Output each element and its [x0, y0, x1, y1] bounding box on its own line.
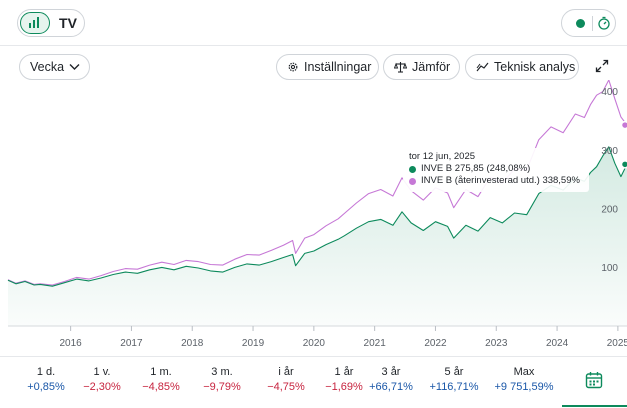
x-tick-label: 2023: [485, 338, 508, 349]
x-tick-label: 2020: [303, 338, 326, 349]
timer-icon: [598, 16, 610, 30]
tradingview-logo-icon: TV: [59, 15, 77, 31]
x-tick-label: 2018: [181, 338, 204, 349]
period-1w[interactable]: 1 v. −2,30%: [83, 366, 121, 393]
technical-analysis-button[interactable]: Teknisk analys: [465, 54, 579, 80]
series-swatch: [409, 177, 416, 185]
tooltip-row-reinvested: INVE B (återinvesterad utd.) 338,59%: [409, 175, 583, 187]
tradingview-button[interactable]: TV: [54, 12, 82, 34]
tooltip-series1: INVE B 275,85 (248,08%): [421, 163, 531, 174]
period-1m[interactable]: 1 m. −4,85%: [142, 366, 180, 393]
scale-icon: [394, 62, 407, 73]
period-max[interactable]: Max +9 751,59%: [494, 366, 554, 393]
y-tick-label: 100: [601, 263, 618, 274]
live-toggle[interactable]: [561, 9, 616, 37]
calendar-icon: [585, 372, 603, 389]
divider: [592, 16, 593, 31]
period-3m[interactable]: 3 m. −9,79%: [203, 366, 241, 393]
hover-point: [620, 120, 627, 130]
technical-analysis-label: Teknisk analys: [494, 60, 576, 74]
y-tick-label: 300: [601, 146, 618, 157]
line-chart-button[interactable]: [20, 12, 50, 34]
settings-button[interactable]: Inställningar: [276, 54, 379, 80]
chart-type-switch[interactable]: TV: [17, 9, 85, 37]
trend-lines-icon: [476, 62, 489, 72]
chart-lines-icon: [29, 17, 39, 28]
period-returns-bar: 1 d. +0,85% 1 v. −2,30% 1 m. −4,85% 3 m.…: [0, 356, 627, 408]
period-select[interactable]: Vecka: [19, 54, 90, 80]
custom-range-button[interactable]: [562, 357, 627, 407]
hover-point: [620, 160, 627, 169]
expand-icon[interactable]: [594, 58, 610, 74]
tooltip-row-inve-b: INVE B 275,85 (248,08%): [409, 163, 583, 175]
series-swatch: [409, 165, 416, 173]
compare-button[interactable]: Jämför: [383, 54, 460, 80]
settings-label: Inställningar: [304, 60, 372, 74]
compare-label: Jämför: [412, 60, 451, 74]
gear-icon: [288, 62, 298, 72]
x-tick-label: 2016: [60, 338, 83, 349]
x-tick-label: 2019: [242, 338, 265, 349]
price-chart[interactable]: 2016 2017 2018 2019 2020 2021 2022 2023 2024 2025…: [0, 80, 627, 356]
y-tick-label: 400: [601, 87, 618, 98]
series-line-inve-b-reinvested: [7, 80, 627, 286]
top-bar: TV: [0, 0, 627, 46]
x-tick-label: 2017: [120, 338, 143, 349]
period-3y[interactable]: 3 år +66,71%: [369, 366, 413, 393]
x-tick-label: 2025: [607, 338, 627, 349]
tooltip-series2: INVE B (återinvesterad utd.) 338,59%: [421, 175, 580, 186]
y-tick-label: 200: [601, 204, 618, 215]
area-fill-inve-b: [8, 146, 627, 326]
period-1d[interactable]: 1 d. +0,85%: [27, 366, 65, 393]
period-select-label: Vecka: [30, 60, 65, 74]
x-tick-label: 2021: [364, 338, 387, 349]
hover-tooltip: tor 12 jun, 2025 INVE B 275,85 (248,08%)…: [403, 148, 589, 192]
x-tick-label: 2022: [424, 338, 447, 349]
live-status-dot: [576, 19, 585, 28]
tooltip-date: tor 12 jun, 2025: [409, 151, 476, 162]
chevron-down-icon: [69, 64, 80, 70]
period-5y[interactable]: 5 år +116,71%: [429, 366, 479, 393]
x-tick-label: 2024: [546, 338, 569, 349]
period-1y[interactable]: 1 år −1,69%: [325, 366, 363, 393]
period-ytd[interactable]: i år −4,75%: [267, 366, 305, 393]
